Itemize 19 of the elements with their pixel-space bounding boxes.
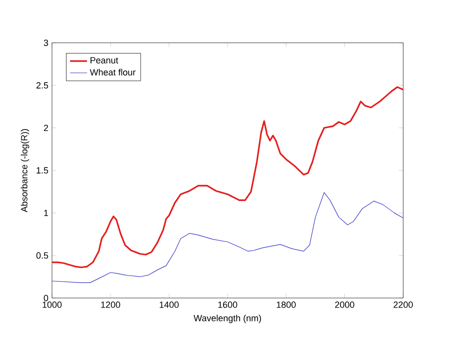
x-axis-title: Wavelength (nm) <box>194 314 261 324</box>
y-tick-label: 0.5 <box>36 252 48 259</box>
x-tick-label: 1800 <box>276 302 296 308</box>
x-tick-label: 1600 <box>218 302 238 308</box>
x-tick-label: 1000 <box>42 302 62 308</box>
x-tick-label: 2200 <box>394 302 413 308</box>
x-tick-label: 1400 <box>160 302 179 308</box>
x-tick-label: 1200 <box>101 302 120 308</box>
y-tick-label: 2 <box>44 124 48 132</box>
y-tick-label: 1.5 <box>36 167 48 174</box>
legend-label: Peanut <box>90 57 118 64</box>
y-axis-title: Absorbance (-log(R)) <box>20 129 30 212</box>
line-series <box>52 86 404 268</box>
legend-label: Wheat flour <box>90 68 136 76</box>
y-tick-label: 0 <box>44 294 48 302</box>
y-tick-label: 1 <box>44 210 48 216</box>
x-tick-label: 2000 <box>335 302 354 308</box>
y-tick-label: 2.5 <box>36 82 48 89</box>
y-tick-label: 3 <box>44 40 48 46</box>
